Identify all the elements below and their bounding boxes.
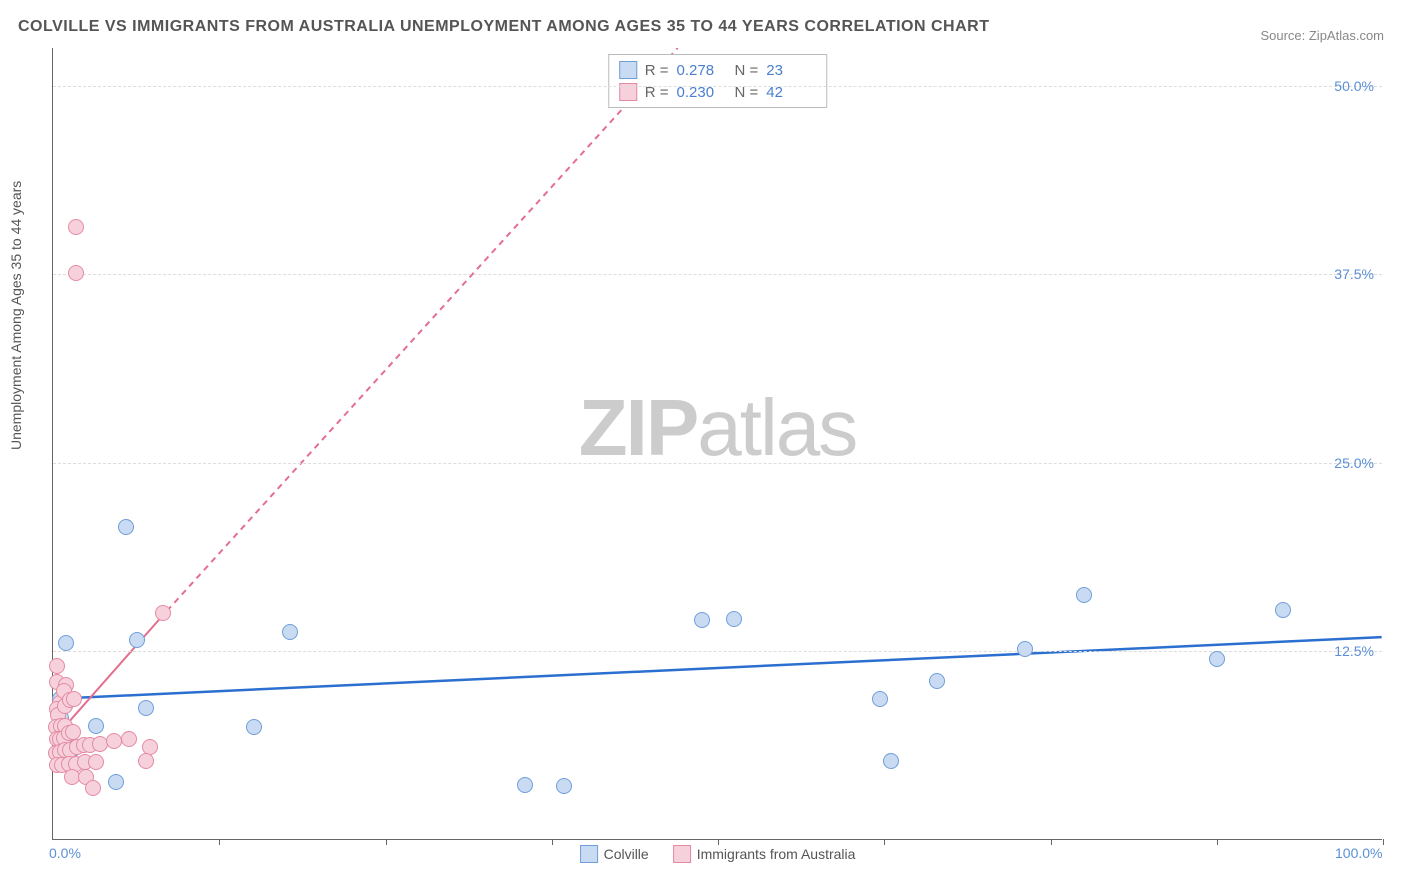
scatter-point [246, 719, 262, 735]
n-label: N = [735, 62, 759, 79]
r-label: R = [645, 62, 669, 79]
scatter-point [726, 611, 742, 627]
chart-title: COLVILLE VS IMMIGRANTS FROM AUSTRALIA UN… [18, 18, 989, 36]
scatter-point [138, 700, 154, 716]
scatter-point [282, 624, 298, 640]
x-tick-mark [552, 839, 553, 845]
x-tick-mark [386, 839, 387, 845]
scatter-point [155, 605, 171, 621]
scatter-point [66, 691, 82, 707]
scatter-point [129, 632, 145, 648]
scatter-point [1076, 587, 1092, 603]
n-value: 23 [766, 62, 816, 79]
x-tick-mark [1217, 839, 1218, 845]
scatter-point [85, 780, 101, 796]
gridline [53, 463, 1382, 464]
scatter-point [929, 673, 945, 689]
scatter-point [88, 718, 104, 734]
y-axis-label: Unemployment Among Ages 35 to 44 years [8, 181, 24, 450]
x-tick-mark [1383, 839, 1384, 845]
y-tick-label: 50.0% [1334, 78, 1374, 94]
scatter-point [92, 736, 108, 752]
stats-row: R = 0.278 N = 23 [619, 59, 817, 81]
watermark-zip: ZIP [579, 383, 697, 472]
scatter-point [88, 754, 104, 770]
scatter-point [106, 733, 122, 749]
gridline [53, 86, 1382, 87]
scatter-point [1209, 651, 1225, 667]
scatter-point [121, 731, 137, 747]
scatter-point [49, 658, 65, 674]
series-legend: Colville Immigrants from Australia [580, 845, 856, 863]
x-tick-label: 100.0% [1335, 845, 1382, 861]
watermark-atlas: atlas [697, 383, 856, 472]
scatter-point [1017, 641, 1033, 657]
gridline [53, 651, 1382, 652]
r-value: 0.278 [677, 62, 727, 79]
y-tick-label: 25.0% [1334, 455, 1374, 471]
scatter-point [64, 769, 80, 785]
legend-swatch [673, 845, 691, 863]
scatter-point [108, 774, 124, 790]
x-tick-mark [219, 839, 220, 845]
scatter-point [1275, 602, 1291, 618]
scatter-point [694, 612, 710, 628]
x-tick-mark [1051, 839, 1052, 845]
stats-row: R =0.230N =42 [619, 81, 817, 103]
scatter-point [138, 753, 154, 769]
scatter-point [872, 691, 888, 707]
gridline [53, 274, 1382, 275]
watermark: ZIPatlas [579, 382, 856, 474]
scatter-point [556, 778, 572, 794]
series-legend-item: Immigrants from Australia [673, 845, 856, 863]
scatter-point [118, 519, 134, 535]
legend-swatch [619, 61, 637, 79]
y-tick-label: 37.5% [1334, 266, 1374, 282]
scatter-point [517, 777, 533, 793]
scatter-point [58, 635, 74, 651]
x-tick-mark [718, 839, 719, 845]
source-attribution: Source: ZipAtlas.com [1260, 28, 1384, 43]
legend-swatch [580, 845, 598, 863]
x-tick-mark [884, 839, 885, 845]
y-tick-label: 12.5% [1334, 643, 1374, 659]
scatter-point [68, 265, 84, 281]
scatter-point [883, 753, 899, 769]
series-legend-label: Colville [604, 846, 649, 862]
scatter-point [68, 219, 84, 235]
plot-area: ZIPatlas R =0.278N =23R =0.230N =42 Colv… [52, 48, 1382, 840]
series-legend-label: Immigrants from Australia [697, 846, 856, 862]
series-legend-item: Colville [580, 845, 649, 863]
scatter-point [65, 724, 81, 740]
x-tick-label: 0.0% [49, 845, 81, 861]
stats-legend: R = 0.278 N = 23 R =0.230N =42 [608, 54, 828, 108]
